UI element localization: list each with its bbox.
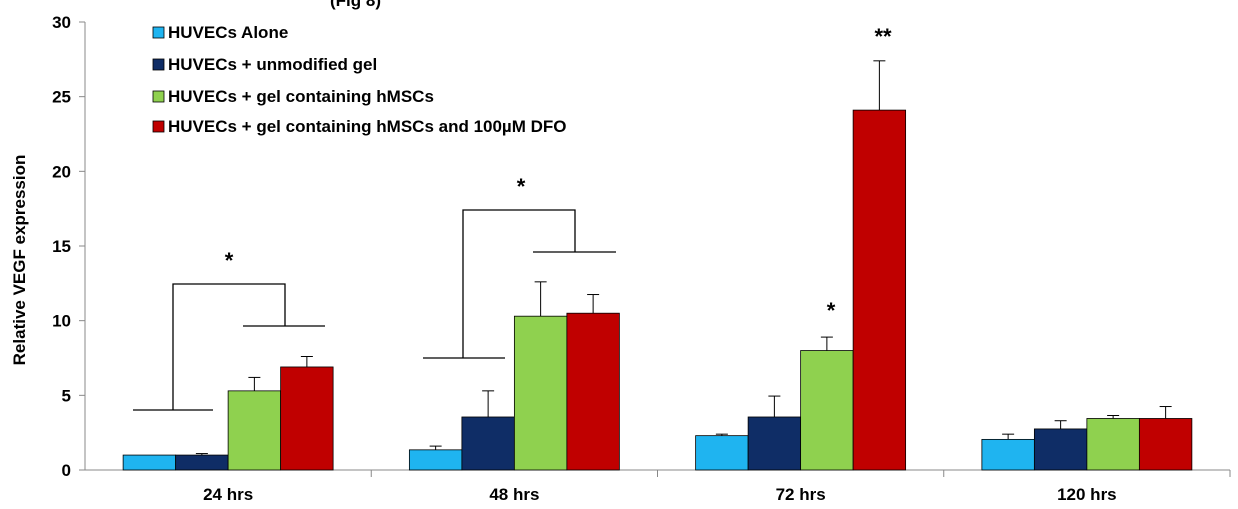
double-star-72hrs: ** — [874, 24, 892, 49]
bar-1-1 — [122, 454, 177, 471]
x-category-label: 72 hrs — [776, 485, 826, 504]
y-tick-label: 15 — [52, 237, 71, 256]
legend-swatch-3 — [152, 90, 165, 103]
legend-label-3: HUVECs + gel containing hMSCs — [168, 87, 434, 106]
bar-2-3 — [747, 416, 802, 471]
y-tick-label: 20 — [52, 162, 71, 181]
bar-2-1 — [175, 454, 229, 471]
x-categories: 24 hrs 48 hrs 72 hrs 120 hrs — [203, 470, 1231, 504]
y-tick-label: 30 — [52, 13, 71, 32]
bracket-24-top — [172, 283, 286, 410]
bar-1-2 — [408, 449, 463, 471]
legend: HUVECs Alone HUVECs + unmodified gel HUV… — [152, 23, 567, 136]
bracket-48-top — [462, 209, 576, 358]
bar-4-1 — [280, 366, 334, 471]
bar-4-3 — [852, 109, 907, 471]
bar-1-4 — [981, 438, 1035, 471]
star-24hrs: * — [225, 248, 234, 273]
bar-2-2 — [461, 416, 515, 471]
legend-swatch-1 — [152, 26, 165, 39]
star-48hrs: * — [517, 174, 526, 199]
header-fragment: (Fig 8) — [330, 0, 381, 10]
legend-swatch-4 — [152, 120, 165, 133]
x-category-label: 24 hrs — [203, 485, 253, 504]
y-tick-label: 10 — [52, 312, 71, 331]
bar-2-4 — [1033, 428, 1088, 471]
star-72hrs: * — [827, 298, 836, 323]
bar-3-1 — [227, 390, 282, 471]
bars — [122, 109, 1193, 471]
legend-label-4: HUVECs + gel containing hMSCs and 100µM … — [168, 117, 567, 136]
bar-1-3 — [695, 435, 749, 471]
bar-3-3 — [800, 350, 854, 471]
y-tick-label: 25 — [52, 88, 71, 107]
bar-4-2 — [566, 312, 620, 471]
legend-label-1: HUVECs Alone — [168, 23, 288, 42]
x-category-label: 120 hrs — [1057, 485, 1117, 504]
bar-3-2 — [513, 315, 568, 471]
y-axis-label: Relative VEGF expression — [10, 155, 29, 366]
legend-swatch-2 — [152, 58, 165, 71]
bar-4-4 — [1138, 418, 1193, 471]
error-bars — [195, 60, 1172, 456]
y-ticks: 0 5 10 15 20 25 30 — [52, 13, 85, 480]
y-tick-label: 0 — [62, 461, 71, 480]
y-tick-label: 5 — [62, 386, 71, 405]
legend-label-2: HUVECs + unmodified gel — [168, 55, 377, 74]
significance-brackets — [133, 209, 616, 411]
bar-3-4 — [1086, 418, 1140, 471]
x-category-label: 48 hrs — [489, 485, 539, 504]
